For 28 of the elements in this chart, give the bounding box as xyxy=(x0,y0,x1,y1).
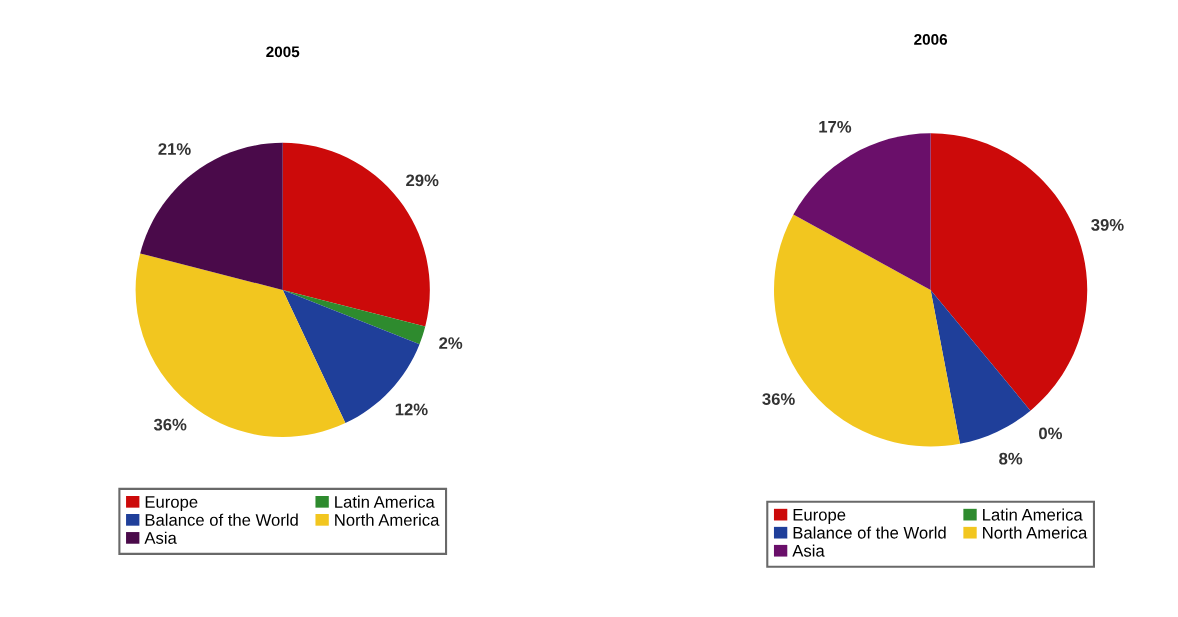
pie-slice xyxy=(135,253,346,438)
data-label: 39% xyxy=(1091,219,1124,231)
chart-title: 2005 xyxy=(266,46,300,58)
data-label: 2% xyxy=(439,337,463,349)
data-label: 36% xyxy=(153,418,187,431)
legend-label: Latin America xyxy=(335,495,435,508)
text: 0% xyxy=(1039,427,1063,440)
legend-label: Balance of the World xyxy=(793,526,946,539)
legend-label: Balance of the World xyxy=(145,513,298,526)
data-label: 29% xyxy=(406,174,439,187)
legend-label: Asia xyxy=(144,531,177,544)
data-label: 8% xyxy=(999,452,1023,465)
data-label: 36% xyxy=(762,393,795,405)
pie-slice xyxy=(930,133,1088,411)
pie-slice xyxy=(930,289,1031,444)
pie-slice xyxy=(140,142,283,290)
legend-label: Asia xyxy=(792,544,825,557)
data-label: 17% xyxy=(819,120,852,133)
pie-slice xyxy=(282,289,426,345)
legend-label: North America xyxy=(983,526,1088,539)
legend-label: Europe xyxy=(145,496,198,512)
chart-title: 2006 xyxy=(914,34,948,45)
data-label: 12% xyxy=(395,403,428,416)
pie-slice xyxy=(793,133,931,290)
legend-label: North America xyxy=(335,513,440,526)
legend-label: Europe xyxy=(793,509,846,524)
legend-label: Latin America xyxy=(983,508,1083,521)
data-label: 21% xyxy=(158,143,191,155)
